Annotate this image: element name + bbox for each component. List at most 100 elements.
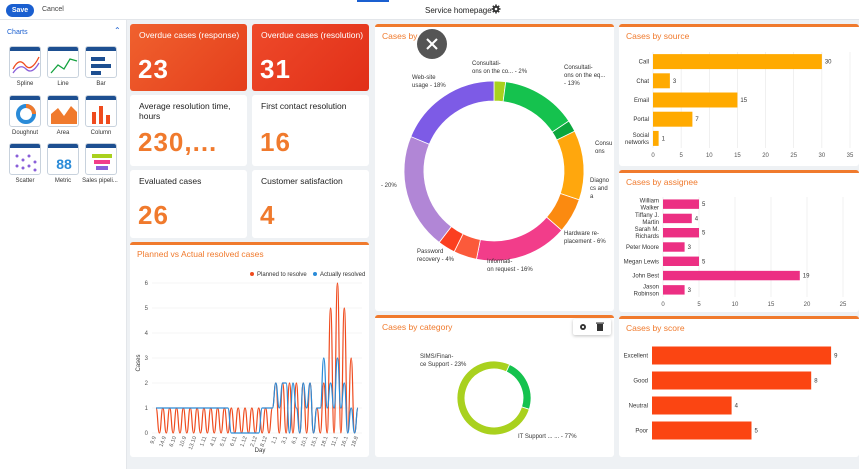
category-label: Social xyxy=(633,133,649,139)
slice-label: ons on the eq... xyxy=(564,73,606,79)
metric-title: Overdue cases (resolution) xyxy=(261,30,364,40)
bar-value-label: 3 xyxy=(688,245,692,251)
x-tick-label: 30 xyxy=(819,153,826,159)
column-chart-tile[interactable] xyxy=(85,95,117,127)
bar[interactable] xyxy=(663,285,685,295)
gear-icon[interactable] xyxy=(491,4,501,14)
widget-title: Cases by assignee xyxy=(626,177,698,187)
bar[interactable] xyxy=(663,213,692,224)
bar[interactable] xyxy=(663,270,800,281)
slice-label: cs and xyxy=(590,186,608,192)
x-tick-label: 18.1 xyxy=(320,436,329,448)
x-tick-label: 8.12 xyxy=(260,436,269,448)
doughnut-slice[interactable] xyxy=(410,80,495,145)
bar-value-label: 5 xyxy=(702,259,706,265)
x-tick-label: 20 xyxy=(762,153,769,159)
doughnut-chart-tile[interactable] xyxy=(9,95,41,127)
widget-action-icons xyxy=(580,322,604,332)
metric-overdue-response[interactable]: Overdue cases (response) 23 xyxy=(130,24,247,91)
cancel-button[interactable]: Cancel xyxy=(42,6,64,13)
x-tick-label: 5.11 xyxy=(219,436,228,448)
bar[interactable] xyxy=(663,256,699,266)
doughnut-slice[interactable] xyxy=(505,363,532,410)
bar[interactable] xyxy=(653,130,659,146)
slice-label: placement - 6% xyxy=(564,239,606,245)
bar-chart-tile[interactable] xyxy=(85,46,117,78)
cases-by-score-widget[interactable]: Cases by score 9 Excellent 8 Good 4 Neutral 5 P… xyxy=(619,316,859,457)
series-line[interactable] xyxy=(155,282,359,434)
bar[interactable] xyxy=(653,54,822,70)
bar[interactable] xyxy=(652,346,832,365)
metric-tile[interactable]: 88 xyxy=(47,143,79,175)
bar[interactable] xyxy=(652,396,732,415)
cases-by-category-widget[interactable]: Cases by category SIMS/Finan- ce Support… xyxy=(375,315,614,457)
slice-label: Consultati- xyxy=(564,65,593,71)
metric-customer-satisfaction[interactable]: Customer satisfaction 4 xyxy=(252,170,369,238)
y-tick-label: 2 xyxy=(145,381,149,387)
x-tick-label: 5 xyxy=(697,302,701,308)
bar[interactable] xyxy=(652,421,752,440)
bar-chart: 9 Excellent 8 Good 4 Neutral 5 Poor xyxy=(624,346,838,440)
doughnut-slice[interactable] xyxy=(403,136,452,243)
doughnut-slice[interactable] xyxy=(475,216,563,262)
x-tick-label: 5 xyxy=(679,153,683,159)
top-toolbar: Save Cancel Service homepage xyxy=(0,0,859,20)
y-axis-label: Cases xyxy=(136,354,142,371)
x-tick-label: 35 xyxy=(847,153,854,159)
y-tick-label: 4 xyxy=(145,331,149,337)
category-label: Tiffany J. xyxy=(635,213,659,219)
y-tick-label: 6 xyxy=(145,281,149,287)
bar[interactable] xyxy=(653,73,670,89)
bar[interactable] xyxy=(653,92,738,108)
y-tick-label: 1 xyxy=(145,406,149,412)
slice-label: recovery - 4% xyxy=(417,257,455,263)
tile-label: Sales pipeli... xyxy=(82,178,118,184)
metric-value: 4 xyxy=(260,200,276,230)
cases-by-assignee-widget[interactable]: Cases by assignee 0 5 10 15 20 25 5 William Walk… xyxy=(619,170,859,312)
metric-avg-resolution-time[interactable]: Average resolution time, hours 230,... xyxy=(130,95,247,166)
x-axis-label: Day xyxy=(255,448,266,454)
bar[interactable] xyxy=(663,228,699,238)
cases-by-service-widget[interactable]: Cases by Consultati- ons on the co... - … xyxy=(375,24,614,311)
metric-first-contact-resolution[interactable]: First contact resolution 16 xyxy=(252,95,369,166)
scatter-chart-tile[interactable] xyxy=(9,143,41,175)
gear-icon[interactable] xyxy=(580,324,586,330)
bar[interactable] xyxy=(652,371,812,390)
x-tick-label: 1.12 xyxy=(239,436,248,448)
bar[interactable] xyxy=(653,111,693,127)
save-button[interactable]: Save xyxy=(6,4,34,17)
close-button[interactable] xyxy=(417,29,447,59)
bar[interactable] xyxy=(663,242,685,252)
slice-label: ons xyxy=(595,149,605,155)
y-tick-label: 3 xyxy=(145,356,149,362)
bar[interactable] xyxy=(663,199,699,209)
spline-chart-tile[interactable] xyxy=(9,46,41,78)
close-icon xyxy=(426,38,438,50)
legend-label: Actually resolved xyxy=(320,272,365,278)
planned-vs-actual-widget[interactable]: Planned vs Actual resolved cases Planned… xyxy=(130,242,369,457)
cases-by-source-widget[interactable]: Cases by source 0 5 10 15 20 25 30 35 30 Call 3 Cha… xyxy=(619,24,859,166)
legend-marker xyxy=(313,272,317,276)
tile-label: Bar xyxy=(96,81,106,87)
series-line[interactable] xyxy=(156,357,359,434)
area-chart-tile[interactable] xyxy=(47,95,79,127)
sales-pipeline-tile[interactable] xyxy=(85,143,117,175)
doughnut-chart-icon xyxy=(16,104,36,124)
doughnut-slice[interactable] xyxy=(456,360,530,436)
widget-title: Cases by score xyxy=(626,323,685,333)
doughnut-slice[interactable] xyxy=(556,130,585,201)
chevron-up-icon[interactable]: ⌃ xyxy=(114,26,121,35)
doughnut-slice[interactable] xyxy=(502,81,570,133)
line-chart-tile[interactable] xyxy=(47,46,79,78)
x-tick-label: 6.11 xyxy=(230,436,239,448)
tile-label: Area xyxy=(56,130,70,136)
line-chart-icon xyxy=(50,58,78,74)
metric-evaluated-cases[interactable]: Evaluated cases 26 xyxy=(130,170,247,238)
bar-value-label: 9 xyxy=(834,354,838,360)
category-label: Portal xyxy=(633,117,649,123)
trash-icon[interactable] xyxy=(596,322,604,332)
x-tick-label: 1.11 xyxy=(199,436,208,448)
x-tick-label: 14.9 xyxy=(159,436,168,448)
metric-overdue-resolution[interactable]: Overdue cases (resolution) 31 xyxy=(252,24,369,91)
category-label: Call xyxy=(639,60,649,66)
